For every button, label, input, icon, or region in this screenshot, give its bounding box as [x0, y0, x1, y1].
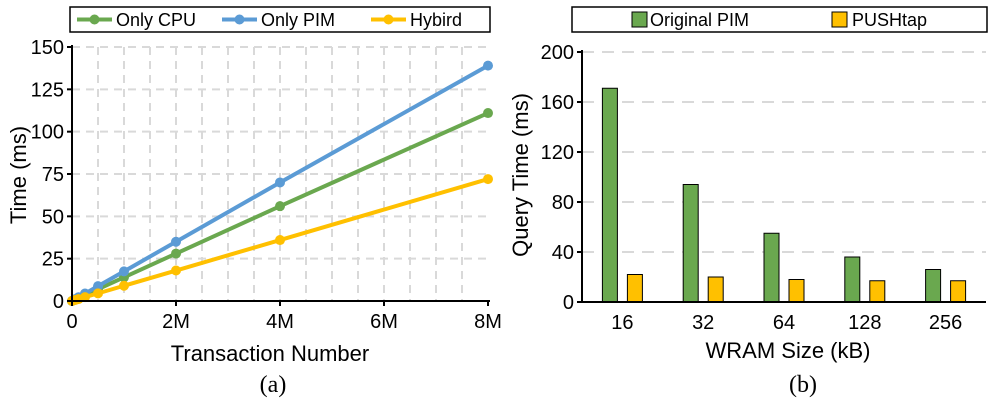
- legend-item-original-pim: Original PIM: [631, 10, 749, 30]
- data-point: [171, 265, 181, 276]
- y-tick-label: 80: [552, 192, 574, 214]
- bar-original-pim: [844, 256, 861, 303]
- y-tick-label: 200: [541, 42, 574, 64]
- bar-chart-x-label: WRAM Size (kB): [706, 338, 871, 363]
- bar-pushtap: [869, 280, 886, 303]
- data-point: [275, 201, 285, 212]
- x-tick-label: 16: [611, 312, 633, 334]
- legend-swatch-original-pim: [631, 11, 648, 28]
- bar-pushtap: [707, 276, 724, 303]
- data-point: [275, 235, 285, 246]
- data-point: [93, 281, 103, 292]
- x-tick-label: 64: [773, 312, 795, 334]
- data-point: [93, 288, 103, 299]
- legend-frame: [69, 6, 491, 33]
- legend-label-original-pim: Original PIM: [650, 10, 749, 30]
- legend-item-hybrid: Hybird: [371, 10, 462, 30]
- data-point: [171, 236, 181, 247]
- y-tick-label: 0: [53, 291, 64, 313]
- x-tick-label: 0: [66, 311, 77, 333]
- data-point: [80, 292, 90, 303]
- bar-original-pim: [601, 87, 618, 303]
- y-tick-label: 120: [541, 142, 574, 164]
- data-point: [483, 174, 493, 185]
- line-chart-panel: Only CPU Only PIM Hybird 0 25 50 75 100 125 15…: [6, 6, 502, 398]
- y-tick-label: 150: [31, 37, 64, 59]
- bar-pushtap: [950, 280, 967, 303]
- bar-original-pim: [763, 232, 780, 303]
- data-point: [483, 108, 493, 119]
- x-tick-label: 8M: [474, 311, 502, 333]
- legend-marker-hybrid: [383, 14, 394, 25]
- bar-chart-grid: [582, 51, 986, 253]
- data-point: [119, 280, 129, 291]
- data-point: [171, 248, 181, 259]
- bar-chart-panel: Original PIM PUSHtap 16 32 64 128 256 0 40 80 12…: [508, 6, 988, 398]
- bar-chart-axes: [581, 50, 986, 303]
- y-tick-label: 25: [42, 249, 64, 271]
- line-chart-grid: [72, 46, 488, 301]
- bar-chart-ticks: 16 32 64 128 256 0 40 80 120 160 200: [541, 42, 963, 334]
- bar-pushtap: [626, 274, 643, 303]
- legend-item-pushtap: PUSHtap: [831, 10, 927, 30]
- legend-label-pushtap: PUSHtap: [852, 10, 927, 30]
- x-tick-label: 4M: [266, 311, 294, 333]
- legend-label-pim: Only PIM: [261, 10, 335, 30]
- legend-marker-cpu: [89, 14, 100, 25]
- y-tick-label: 125: [31, 79, 64, 101]
- x-tick-label: 128: [848, 312, 881, 334]
- bar-chart-caption: (b): [789, 372, 817, 398]
- bar-original-pim: [682, 184, 699, 303]
- line-chart-y-label: Time (ms): [6, 126, 31, 224]
- x-tick-label: 6M: [370, 311, 398, 333]
- bar-pushtap: [788, 279, 805, 303]
- line-chart-series: [67, 60, 493, 306]
- y-tick-label: 40: [552, 242, 574, 264]
- data-point: [275, 177, 285, 188]
- x-tick-label: 32: [692, 312, 714, 334]
- bar-original-pim: [925, 269, 942, 303]
- line-chart-x-label: Transaction Number: [171, 341, 369, 366]
- y-tick-label: 0: [563, 292, 574, 314]
- data-point: [483, 60, 493, 71]
- legend-item-cpu: Only CPU: [77, 10, 196, 30]
- line-chart-ticks: 0 25 50 75 100 125 150 0 2M 4M 6M 8M: [31, 37, 502, 333]
- data-point: [119, 266, 129, 277]
- legend-label-cpu: Only CPU: [116, 10, 196, 30]
- legend-swatch-pushtap: [831, 11, 848, 28]
- line-chart-legend: Only CPU Only PIM Hybird: [69, 6, 491, 33]
- legend-label-hybrid: Hybird: [410, 10, 462, 30]
- legend-marker-pim: [234, 14, 245, 25]
- legend-item-pim: Only PIM: [222, 10, 335, 30]
- y-tick-label: 75: [42, 164, 64, 186]
- y-tick-label: 100: [31, 122, 64, 144]
- bar-chart-y-label: Query Time (ms): [508, 93, 533, 257]
- bar-chart-bars: [601, 87, 967, 303]
- bar-chart-legend: Original PIM PUSHtap: [571, 6, 988, 33]
- y-tick-label: 160: [541, 92, 574, 114]
- x-tick-label: 2M: [162, 311, 190, 333]
- y-tick-label: 50: [42, 206, 64, 228]
- x-tick-label: 256: [929, 312, 962, 334]
- line-chart-caption: (a): [260, 372, 287, 398]
